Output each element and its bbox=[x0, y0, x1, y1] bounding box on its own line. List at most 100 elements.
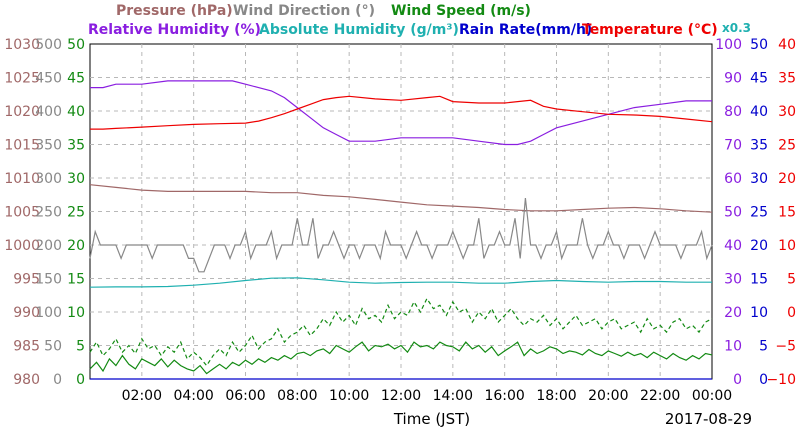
x-axis-label: Time (JST) bbox=[393, 410, 470, 428]
series-layer bbox=[89, 80, 713, 380]
y-tick-wind-direction: 500 bbox=[35, 37, 62, 53]
y-tick-wind-direction: 350 bbox=[35, 138, 62, 154]
y-tick-temperature: 20 bbox=[778, 171, 796, 187]
legend-rain-rate: Rain Rate(mm/h) bbox=[459, 22, 592, 38]
y-tick-wind-direction: 250 bbox=[35, 205, 62, 221]
y-tick-rain-rate: 45 bbox=[750, 71, 768, 87]
y-tick-pressure: 990 bbox=[13, 305, 40, 321]
y-tick-humidity: 10 bbox=[724, 339, 742, 355]
y-tick-pressure: 980 bbox=[13, 372, 40, 388]
y-tick-rain-rate: 0 bbox=[759, 372, 768, 388]
y-tick-temperature: 30 bbox=[778, 104, 796, 120]
y-tick-humidity: 80 bbox=[724, 104, 742, 120]
y-tick-wind-speed: 45 bbox=[67, 71, 85, 87]
left-axes: 1030102510201015101010051000995990985980… bbox=[4, 37, 85, 388]
y-tick-temperature: 35 bbox=[778, 71, 796, 87]
y-tick-pressure: 985 bbox=[13, 339, 40, 355]
y-tick-humidity: 100 bbox=[715, 37, 742, 53]
series-absolute-humidity-g-m bbox=[89, 277, 712, 288]
x-tick-label: 00:00 bbox=[692, 388, 732, 404]
x-tick-label: 02:00 bbox=[122, 388, 162, 404]
legend-relative-humidity: Relative Humidity (%) bbox=[88, 22, 261, 38]
y-tick-humidity: 30 bbox=[724, 272, 742, 288]
x-tick-label: 18:00 bbox=[536, 388, 576, 404]
y-tick-pressure: 1030 bbox=[4, 37, 40, 53]
series-temperature-c bbox=[90, 95, 713, 130]
x-tick-label: 20:00 bbox=[588, 388, 628, 404]
y-tick-humidity: 40 bbox=[724, 238, 742, 254]
y-tick-wind-direction: 200 bbox=[35, 238, 62, 254]
y-tick-temperature: 10 bbox=[778, 238, 796, 254]
y-tick-temperature: 25 bbox=[778, 138, 796, 154]
y-tick-wind-speed: 40 bbox=[67, 104, 85, 120]
y-tick-wind-speed: 30 bbox=[67, 171, 85, 187]
y-tick-temperature: 15 bbox=[778, 205, 796, 221]
y-tick-pressure: 995 bbox=[13, 272, 40, 288]
y-tick-wind-speed: 10 bbox=[67, 305, 85, 321]
y-tick-rain-rate: 25 bbox=[750, 205, 768, 221]
y-tick-wind-direction: 450 bbox=[35, 71, 62, 87]
y-tick-rain-rate: 30 bbox=[750, 171, 768, 187]
y-tick-wind-speed: 50 bbox=[67, 37, 85, 53]
x-tick-label: 12:00 bbox=[381, 388, 421, 404]
y-tick-humidity: 20 bbox=[724, 305, 742, 321]
y-tick-temperature: 0 bbox=[787, 305, 796, 321]
x-axis: 02:00 04:00 06:00 08:00 10:00 12:00 14:00 16:00… bbox=[122, 388, 733, 404]
y-tick-wind-direction: 50 bbox=[44, 339, 62, 355]
y-tick-pressure: 1005 bbox=[4, 205, 40, 221]
y-tick-pressure: 1015 bbox=[4, 138, 40, 154]
y-tick-humidity: 50 bbox=[724, 205, 742, 221]
y-tick-temperature: −10 bbox=[766, 372, 796, 388]
y-tick-wind-direction: 400 bbox=[35, 104, 62, 120]
y-tick-pressure: 1000 bbox=[4, 238, 40, 254]
x-tick-label: 10:00 bbox=[329, 388, 369, 404]
legend-wind-speed: Wind Speed (m/s) bbox=[391, 3, 531, 19]
y-tick-wind-speed: 15 bbox=[67, 272, 85, 288]
x-tick-label: 08:00 bbox=[277, 388, 317, 404]
y-tick-temperature: 5 bbox=[787, 272, 796, 288]
y-tick-wind-speed: 0 bbox=[76, 372, 85, 388]
legend-factor: x0.3 bbox=[722, 21, 751, 35]
series-wind-speed-m-s bbox=[89, 341, 713, 375]
series-wind-direction bbox=[89, 198, 713, 273]
y-tick-rain-rate: 20 bbox=[750, 238, 768, 254]
legend-absolute-humidity: Absolute Humidity (g/m³) bbox=[259, 22, 459, 38]
y-tick-wind-direction: 100 bbox=[35, 305, 62, 321]
y-tick-humidity: 0 bbox=[733, 372, 742, 388]
right-axes: 1009080706050403020100504540353025201510… bbox=[715, 37, 796, 388]
y-tick-rain-rate: 35 bbox=[750, 138, 768, 154]
legend-pressure: Pressure (hPa) bbox=[116, 3, 233, 19]
y-tick-rain-rate: 5 bbox=[759, 339, 768, 355]
series-relative-humidity bbox=[90, 80, 712, 146]
x-tick-label: 14:00 bbox=[433, 388, 473, 404]
y-tick-pressure: 1020 bbox=[4, 104, 40, 120]
y-tick-wind-speed: 35 bbox=[67, 138, 85, 154]
legend-wind-direction: Wind Direction (°) bbox=[233, 3, 375, 19]
y-tick-temperature: −5 bbox=[775, 339, 796, 355]
y-tick-temperature: 40 bbox=[778, 37, 796, 53]
y-tick-rain-rate: 10 bbox=[750, 305, 768, 321]
legend-temperature: Temperature (°C) bbox=[582, 22, 718, 38]
y-tick-wind-speed: 20 bbox=[67, 238, 85, 254]
y-tick-pressure: 1025 bbox=[4, 71, 40, 87]
y-tick-wind-direction: 300 bbox=[35, 171, 62, 187]
y-tick-wind-speed: 5 bbox=[76, 339, 85, 355]
y-tick-pressure: 1010 bbox=[4, 171, 40, 187]
y-tick-wind-speed: 25 bbox=[67, 205, 85, 221]
x-tick-label: 04:00 bbox=[173, 388, 213, 404]
x-tick-label: 06:00 bbox=[225, 388, 265, 404]
y-tick-humidity: 90 bbox=[724, 71, 742, 87]
y-tick-rain-rate: 40 bbox=[750, 104, 768, 120]
date-label: 2017-08-29 bbox=[665, 410, 752, 428]
series-pressure-hpa bbox=[89, 184, 713, 213]
y-tick-humidity: 60 bbox=[724, 171, 742, 187]
y-tick-rain-rate: 15 bbox=[750, 272, 768, 288]
y-tick-rain-rate: 50 bbox=[750, 37, 768, 53]
y-tick-humidity: 70 bbox=[724, 138, 742, 154]
x-tick-label: 22:00 bbox=[640, 388, 680, 404]
grid bbox=[90, 44, 712, 379]
y-tick-wind-direction: 150 bbox=[35, 272, 62, 288]
x-tick-label: 16:00 bbox=[484, 388, 524, 404]
y-tick-wind-direction: 0 bbox=[53, 372, 62, 388]
